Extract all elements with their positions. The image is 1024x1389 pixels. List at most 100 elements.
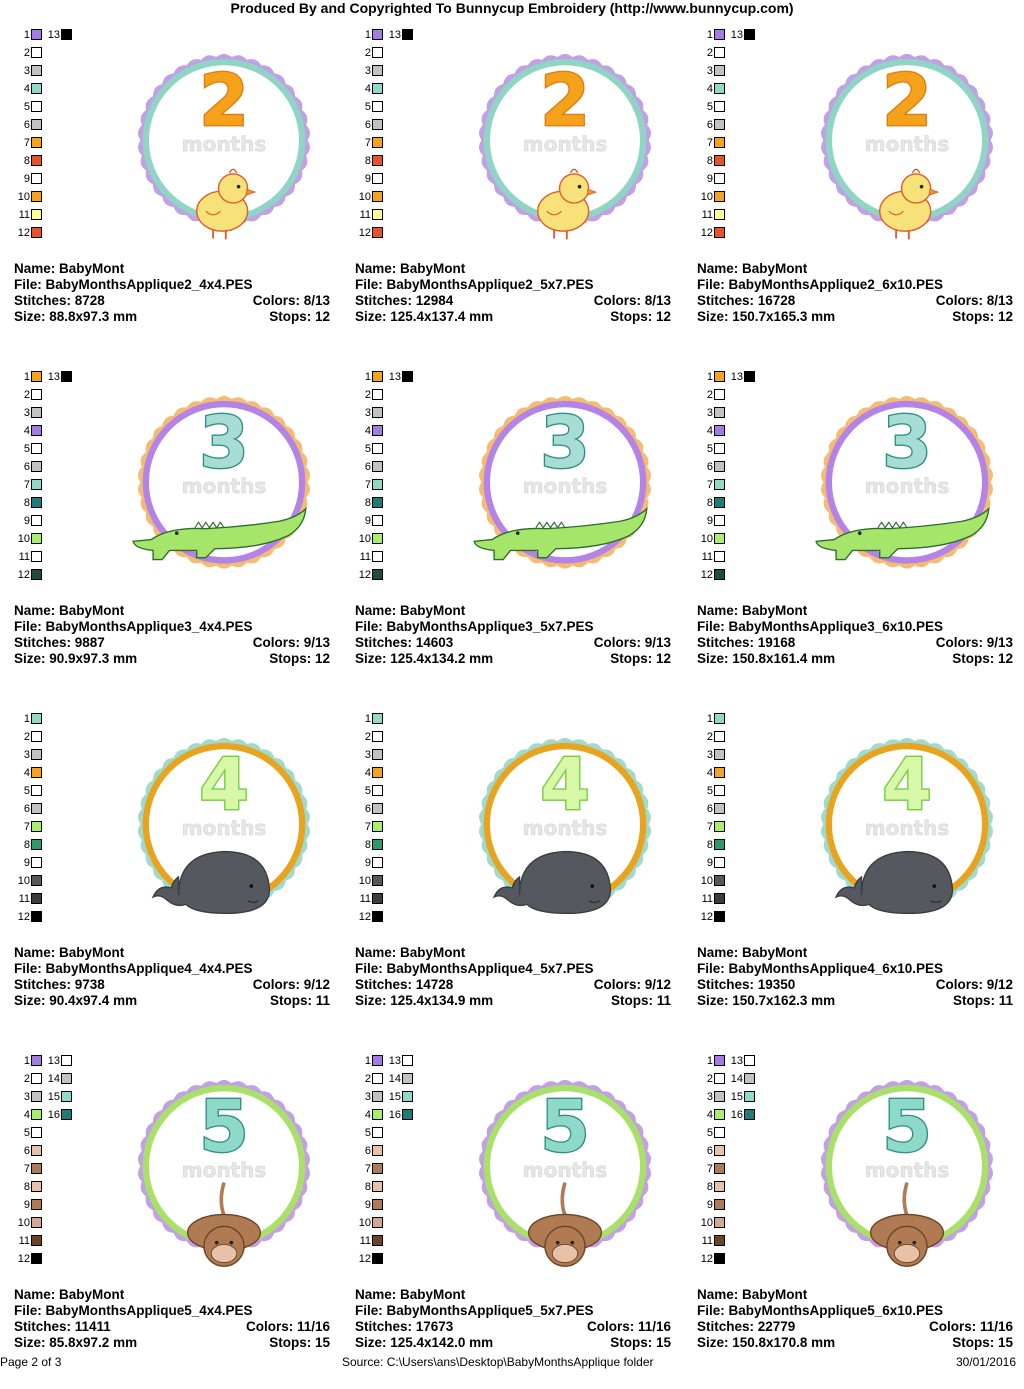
swatch-box [31, 713, 42, 724]
swatch-number: 3 [23, 407, 30, 419]
swatch-number: 11 [359, 1235, 371, 1247]
design-image: 5 months [124, 1054, 324, 1284]
swatch-number: 12 [700, 911, 713, 923]
swatch-box [714, 1055, 725, 1066]
swatch-box [31, 209, 42, 220]
design-card: 1 2 3 4 5 6 7 8 9 10 11 12 13 3 months Name: BabyMont Fi… [697, 370, 1017, 705]
swatch-box [402, 1091, 413, 1102]
swatch-box [402, 371, 413, 382]
swatch-box [372, 119, 383, 130]
design-card: 1 2 3 4 5 6 7 8 9 10 11 12 13 3 months Name: BabyMont Fi… [355, 370, 675, 705]
design-card: 1 2 3 4 5 6 7 8 9 10 11 12 4 months Name: BabyMont File… [14, 712, 334, 1047]
stitch-count: Stitches: 16728 [697, 293, 796, 308]
color-count: Colors: 8/13 [593, 293, 671, 308]
swatch-number: 2 [23, 47, 30, 59]
swatch-number: 5 [23, 101, 30, 113]
swatch-box [402, 1073, 413, 1084]
swatch-number: 15 [388, 1091, 401, 1103]
swatch-box [31, 47, 42, 58]
swatch-number: 5 [364, 1127, 371, 1139]
swatch-box [714, 371, 725, 382]
swatch-number: 1 [706, 713, 713, 725]
swatch-number: 12 [17, 227, 30, 239]
swatch-box [31, 551, 42, 562]
swatch-box [31, 227, 42, 238]
swatch-number: 1 [23, 371, 30, 383]
swatch-number: 9 [23, 515, 30, 527]
swatch-box [744, 1055, 755, 1066]
months-label: months [865, 816, 950, 840]
page-number: Page 2 of 3 [0, 1355, 62, 1369]
swatch-box [714, 47, 725, 58]
whale-icon [492, 850, 612, 915]
swatch-number: 4 [364, 1109, 371, 1121]
swatch-number: 11 [701, 893, 713, 905]
swatch-number: 5 [23, 443, 30, 455]
swatch-number: 5 [23, 785, 30, 797]
swatch-number: 15 [730, 1091, 743, 1103]
swatch-box [714, 443, 725, 454]
stitch-count: Stitches: 9738 [14, 977, 105, 992]
swatch-box [744, 1091, 755, 1102]
swatch-box [714, 839, 725, 850]
swatch-box [372, 857, 383, 868]
swatch-number: 5 [23, 1127, 30, 1139]
stop-count: Stops: 12 [610, 309, 671, 324]
month-digit: 3 [540, 401, 589, 484]
swatch-box [372, 29, 383, 40]
design-image: 3 months [124, 370, 324, 600]
swatch-box [714, 137, 725, 148]
swatch-number: 10 [358, 191, 371, 203]
swatch-box [31, 137, 42, 148]
swatch-box [372, 47, 383, 58]
swatch-number: 2 [364, 47, 371, 59]
design-size: Size: 88.8x97.3 mm [14, 309, 138, 324]
swatch-number: 4 [23, 1109, 30, 1121]
swatch-box [31, 389, 42, 400]
swatch-box [372, 497, 383, 508]
swatch-box [31, 749, 42, 760]
swatch-number: 9 [364, 173, 371, 185]
swatch-box [31, 1253, 42, 1264]
month-digit: 2 [199, 59, 248, 142]
swatch-number: 3 [364, 1091, 371, 1103]
swatch-box [372, 1109, 383, 1120]
design-file: File: BabyMonthsApplique3_4x4.PES [14, 619, 253, 634]
swatch-number: 1 [706, 1055, 713, 1067]
swatch-number: 11 [18, 893, 30, 905]
swatch-box [714, 875, 725, 886]
swatch-number: 2 [706, 389, 713, 401]
swatch-box [714, 227, 725, 238]
swatch-box [714, 119, 725, 130]
month-digit: 2 [882, 59, 931, 142]
swatch-number: 12 [358, 911, 371, 923]
design-file: File: BabyMonthsApplique2_4x4.PES [14, 277, 253, 292]
stop-count: Stops: 15 [269, 1335, 330, 1350]
swatch-number: 11 [701, 209, 713, 221]
swatch-box [714, 101, 725, 112]
swatch-box [714, 893, 725, 904]
swatch-number: 13 [47, 29, 60, 41]
design-file: File: BabyMonthsApplique2_6x10.PES [697, 277, 944, 292]
color-count: Colors: 9/12 [935, 977, 1013, 992]
swatch-number: 3 [23, 65, 30, 77]
design-name: Name: BabyMont [14, 261, 125, 276]
swatch-box [372, 83, 383, 94]
design-file: File: BabyMonthsApplique5_5x7.PES [355, 1303, 594, 1318]
months-label: months [182, 1158, 267, 1182]
swatch-box [372, 461, 383, 472]
design-card: 1 2 3 4 5 6 7 8 9 10 11 12 4 months Name: BabyMont File… [355, 712, 675, 1047]
swatch-box [372, 191, 383, 202]
swatch-number: 12 [17, 569, 30, 581]
swatch-number: 2 [23, 389, 30, 401]
swatch-number: 11 [701, 551, 713, 563]
stitch-count: Stitches: 8728 [14, 293, 105, 308]
swatch-number: 12 [700, 227, 713, 239]
swatch-box [31, 371, 42, 382]
stitch-count: Stitches: 14603 [355, 635, 454, 650]
swatch-box [714, 1109, 725, 1120]
monkey-icon [869, 1182, 945, 1267]
swatch-number: 7 [364, 821, 371, 833]
